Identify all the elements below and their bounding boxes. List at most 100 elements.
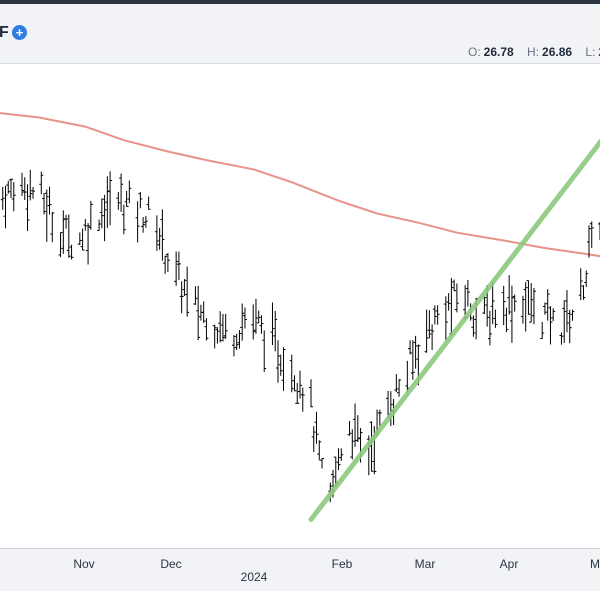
ohlc-bar (507, 275, 512, 315)
ohlc-bar (196, 285, 201, 341)
x-tick-may: Ma (590, 557, 600, 571)
ohlc-bar (424, 309, 429, 353)
ohlc-bar (77, 232, 82, 245)
ohlc-bar (295, 383, 300, 404)
ohlc-bar (154, 215, 159, 251)
ohlc-bar (465, 280, 470, 307)
ohlc-bar (273, 310, 278, 352)
ohlc-bar (586, 225, 591, 258)
ohlc-bar (278, 354, 283, 376)
ohlc-bar (551, 308, 556, 322)
ohlc-bar (50, 211, 55, 243)
ohlc-bar (355, 415, 360, 443)
ohlc-bar (0, 186, 5, 210)
ohlc-bar (157, 227, 162, 250)
price-chart[interactable] (0, 0, 600, 548)
ohlc-bar (119, 173, 124, 212)
ohlc-bar (262, 330, 267, 373)
x-tick-nov: Nov (73, 557, 95, 571)
ohlc-bar (204, 318, 209, 341)
ohlc-bar (413, 335, 418, 369)
ohlc-bar (298, 370, 302, 399)
x-tick-apr: Apr (499, 557, 519, 571)
ohlc-bar (22, 177, 27, 201)
ohlc-bar (292, 375, 297, 392)
ohlc-bar (482, 295, 487, 315)
ohlc-bar (64, 214, 69, 229)
ohlc-bar (165, 253, 170, 272)
ohlc-bar (234, 333, 239, 350)
ohlc-bar (256, 310, 261, 324)
ohlc-bar (281, 347, 286, 391)
ohlc-bar (471, 315, 476, 337)
ohlc-bar (31, 187, 36, 199)
ohlc-bar (176, 251, 181, 281)
ohlc-bar (20, 172, 25, 196)
ohlc-bar (39, 171, 44, 195)
ohlc-bar (220, 313, 225, 342)
ohlc-bar (160, 209, 165, 261)
ohlc-bar (141, 217, 146, 233)
ohlc-bar (102, 194, 107, 242)
ohlc-bar (545, 289, 550, 321)
x-year-label: 2024 (240, 570, 268, 584)
ohlc-bar (487, 310, 492, 346)
ohlc-bar (201, 301, 206, 323)
ohlc-bar (504, 307, 509, 333)
ohlc-bar (339, 448, 344, 461)
ohlc-bar (47, 186, 52, 215)
ohlc-bar (86, 223, 91, 265)
ohlc-bar (231, 335, 236, 357)
ohlc-readout: O:26.78 H:26.86 L:2 (468, 45, 600, 59)
ohlc-bar (88, 200, 93, 230)
open-label: O: (468, 45, 481, 59)
ohlc-bar (570, 309, 575, 321)
ohlc-bar (182, 279, 187, 297)
ohlc-bar (83, 218, 88, 231)
ohlc-bar (61, 210, 66, 254)
ohlc-bar (215, 327, 220, 344)
ohlc-bar (135, 201, 140, 243)
ohlc-bar (185, 266, 190, 317)
ohlc-bar (531, 287, 536, 325)
ohlc-bar (28, 169, 33, 201)
chart-header: F + O:26.78 H:26.86 L:2 (0, 4, 600, 64)
ohlc-bar (289, 354, 294, 393)
ohlc-bar (581, 285, 586, 300)
ohlc-bar (242, 307, 247, 329)
ohlc-bar (105, 176, 110, 228)
open-value: 26.78 (483, 45, 514, 59)
ohlc-bar (454, 283, 459, 313)
ohlc-bar (240, 303, 245, 341)
ohlc-bar (212, 324, 217, 349)
ohlc-bar (443, 296, 448, 341)
ohlc-bar (138, 191, 143, 209)
x-tick-dec: Dec (160, 557, 182, 571)
uptrend-line (308, 138, 600, 523)
symbol-title[interactable]: F (0, 24, 9, 41)
ohlc-bar (121, 204, 126, 235)
ohlc-bar (397, 379, 402, 397)
ohlc-bar (99, 198, 104, 229)
low-value: 2 (598, 45, 600, 59)
ohlc-bar (309, 379, 314, 408)
ohlc-bar (44, 189, 49, 242)
low-label: L: (585, 45, 596, 59)
ohlc-bar (336, 448, 341, 471)
ohlc-bar (394, 374, 399, 393)
ohlc-bar (589, 221, 594, 248)
ohlc-bar (146, 196, 151, 210)
ohlc-bar (11, 182, 16, 212)
ohlc-bar (300, 387, 305, 412)
ohlc-bar (564, 290, 569, 333)
ohlc-bar (317, 440, 322, 461)
ohlc-bar (42, 192, 47, 215)
ohlc-bar (369, 421, 374, 472)
high-value: 26.86 (542, 45, 573, 59)
ohlc-bar (509, 285, 514, 343)
ohlc-bar (223, 313, 228, 339)
ohlc-bar (174, 251, 179, 286)
ohlc-bar (377, 409, 382, 427)
high-label: H: (527, 45, 540, 59)
plus-circle-icon[interactable]: + (12, 25, 27, 40)
